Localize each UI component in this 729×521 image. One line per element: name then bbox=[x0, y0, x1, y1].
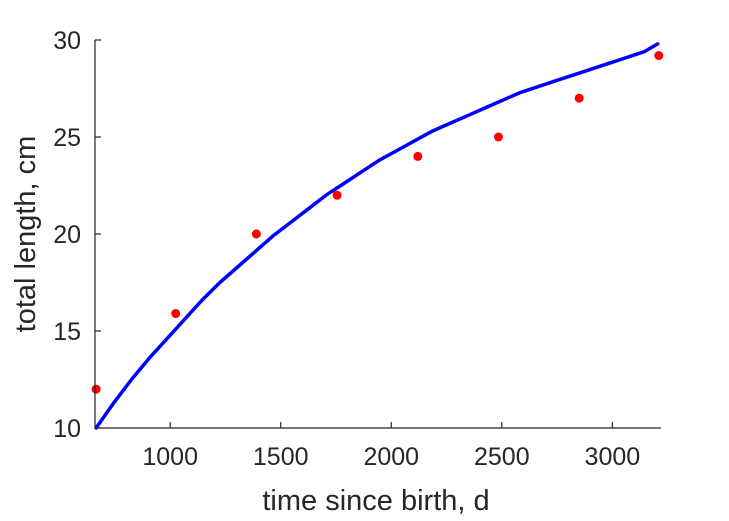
axes: 1000 1500 2000 2500 3000 10 15 20 25 30 bbox=[53, 27, 661, 471]
x-axis-label: time since birth, d bbox=[262, 485, 489, 517]
fitted-curve-line bbox=[94, 42, 660, 430]
data-point bbox=[91, 384, 101, 394]
data-point bbox=[493, 132, 503, 142]
x-tick-label: 1500 bbox=[253, 443, 309, 471]
data-point bbox=[574, 93, 584, 103]
y-tick-label: 30 bbox=[53, 27, 81, 55]
data-point bbox=[171, 309, 181, 319]
data-point bbox=[654, 51, 664, 61]
x-tick-label: 1000 bbox=[142, 443, 198, 471]
plot-area bbox=[91, 42, 664, 430]
y-tick-label: 10 bbox=[53, 415, 81, 443]
data-point bbox=[332, 190, 342, 200]
data-point bbox=[251, 229, 261, 239]
x-tick-label: 2000 bbox=[363, 443, 419, 471]
x-tick-label: 3000 bbox=[585, 443, 641, 471]
x-tick-label: 2500 bbox=[474, 443, 530, 471]
y-axis-label: total length, cm bbox=[10, 136, 42, 333]
y-tick-label: 15 bbox=[53, 318, 81, 346]
y-tick-label: 20 bbox=[53, 221, 81, 249]
data-point bbox=[413, 151, 423, 161]
y-tick-label: 25 bbox=[53, 124, 81, 152]
